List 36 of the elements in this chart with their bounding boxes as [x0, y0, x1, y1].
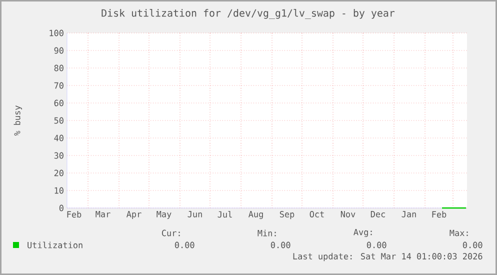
x-tick-label: Jan [402, 211, 416, 218]
text: Max: [450, 230, 468, 236]
x-tick-label: Nov [340, 211, 356, 218]
y-tick-label: 30 [54, 152, 64, 159]
y-tick-label: 10 [54, 187, 64, 194]
y-tick-label: 100 [50, 30, 64, 36]
x-tick-label: Aug [248, 211, 263, 220]
text: Last update: Sat Mar 14 01:00:03 2026 [293, 252, 482, 262]
x-tick-label: Oct [310, 211, 324, 218]
x-tick-label: Jul [218, 211, 232, 218]
x-tick-label: Feb [67, 211, 82, 218]
x-tick-label: Feb [432, 211, 446, 218]
x-tick-label: Apr [126, 211, 142, 219]
text: 0.00 [366, 242, 386, 248]
y-axis-title: % busy [14, 106, 22, 136]
text: Min: [258, 230, 276, 236]
x-tick-label: Jun [188, 211, 202, 218]
y-tick-label: 80 [54, 64, 64, 72]
y-tick-label: 70 [54, 82, 64, 89]
text: Cur: [162, 230, 180, 236]
text: Avg: [354, 229, 372, 237]
y-tick-label: 60 [54, 100, 64, 106]
y-tick-label: 0 [59, 204, 64, 212]
x-tick-label: Mar [96, 211, 110, 218]
text: 0.00 [270, 242, 290, 248]
x-tick-label: Sep [280, 211, 294, 220]
legend-label: Utilization [28, 242, 82, 248]
y-tick-label: 20 [54, 170, 64, 176]
text: 0.00 [174, 242, 194, 248]
x-tick-label: Dec [370, 211, 385, 218]
y-tick-label: 90 [54, 47, 64, 54]
text: 0.00 [462, 242, 482, 248]
y-tick-label: 50 [54, 117, 64, 124]
x-tick-label: May [156, 211, 172, 219]
y-tick-label: 40 [54, 134, 64, 142]
chart-title: Disk utilization for /dev/vg_g1/lv_swap - by year [102, 9, 395, 19]
